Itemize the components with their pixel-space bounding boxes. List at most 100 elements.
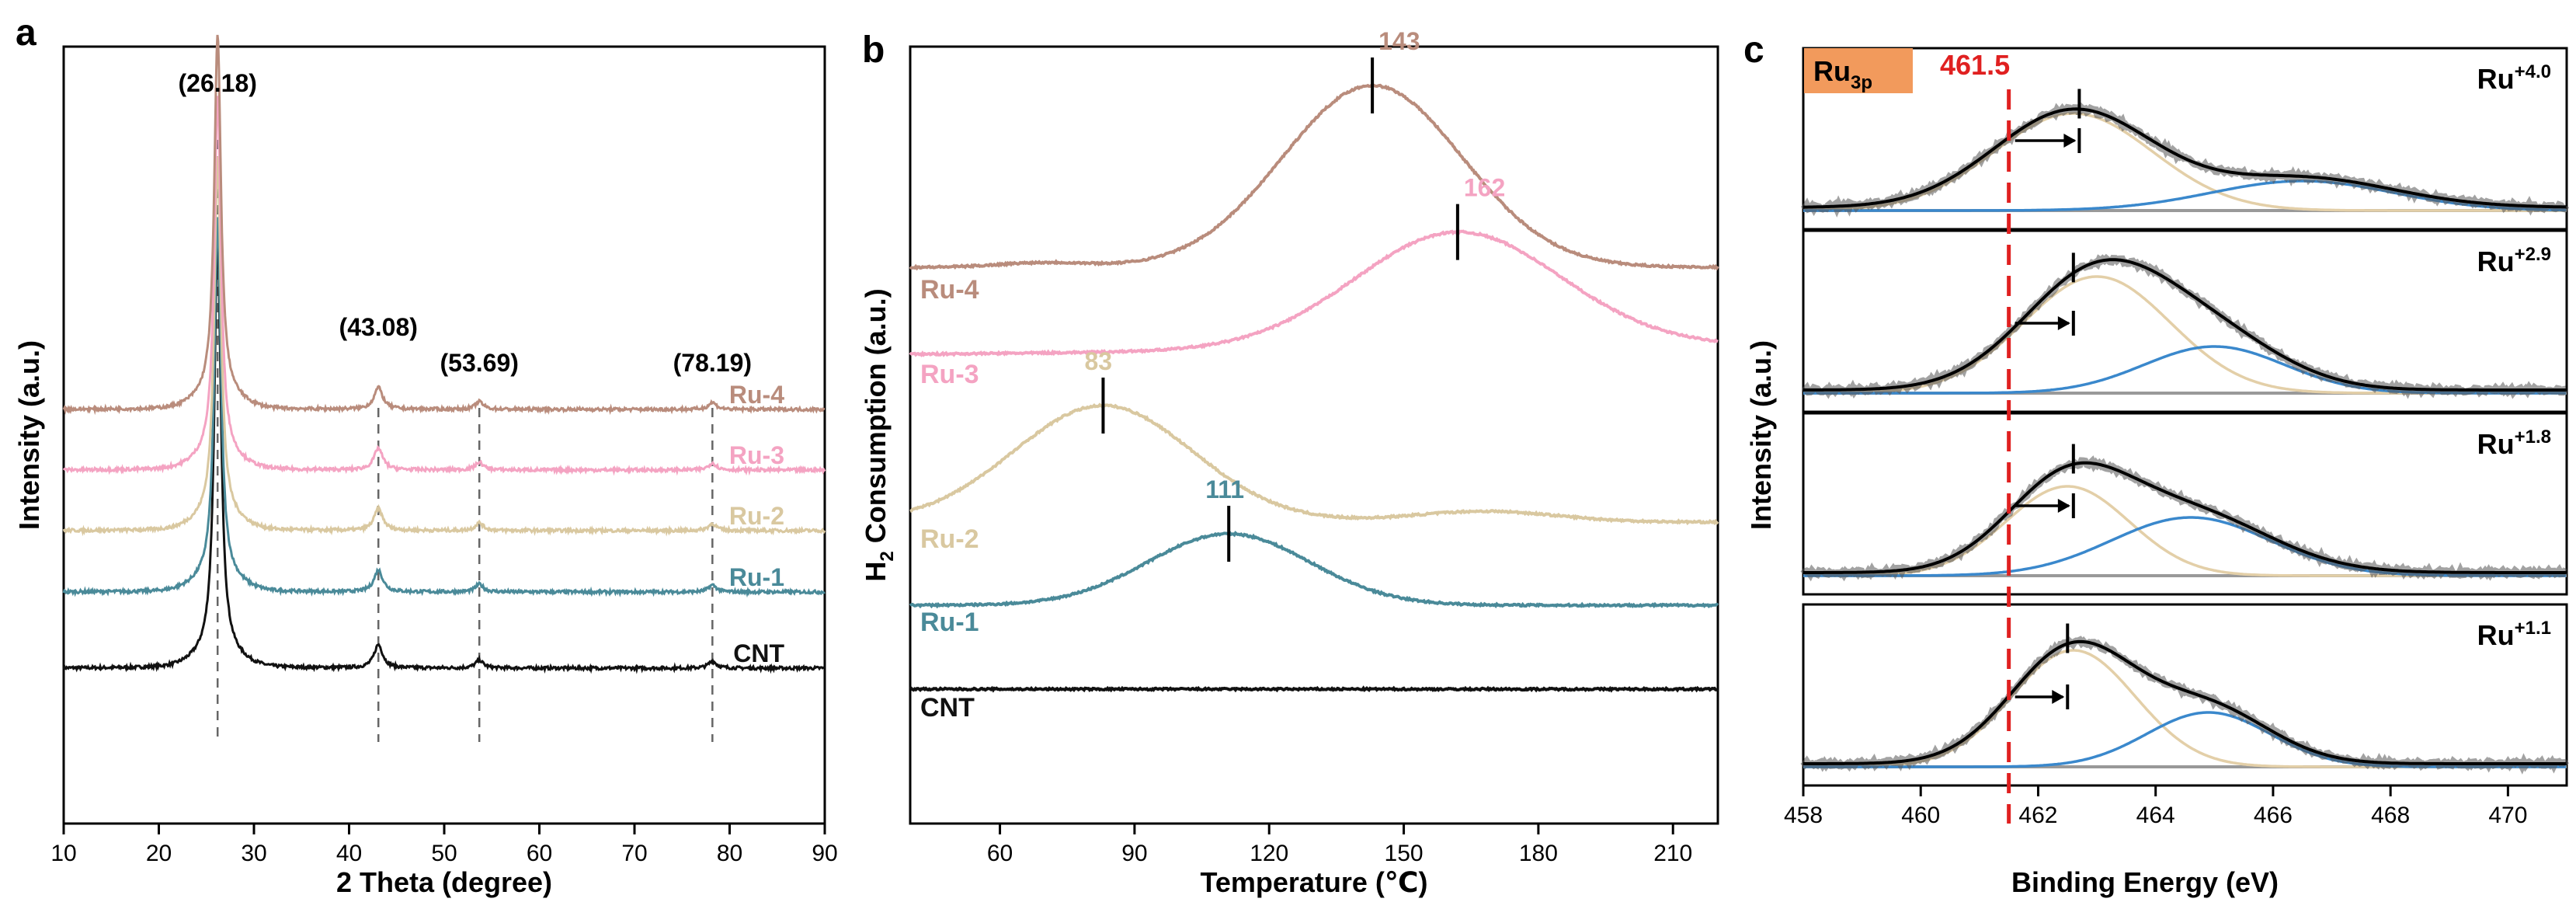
panel-a-frame	[62, 45, 826, 825]
reference-line-label: 461.5	[1940, 49, 2010, 81]
series-label-ru-3: Ru-3	[920, 360, 979, 389]
peak-label: (53.69)	[440, 349, 519, 377]
xps-raw-data	[1800, 636, 2569, 775]
panel-a-x-ticks: 10 20 30 40 50 60 70 80 90	[50, 824, 838, 866]
shift-arrow-head	[2052, 690, 2065, 704]
series-label-cnt: CNT	[733, 639, 784, 667]
panel-b-frame	[909, 45, 1719, 825]
panel-c-xps: Ru+4.0Ru+2.9Ru+1.8Ru+1.1 458 460 462 464 466…	[1745, 47, 2570, 898]
xps-subpanel-frame	[1802, 412, 2568, 596]
xps-fit-envelope	[1803, 461, 2567, 574]
xps-component-low	[1803, 649, 2567, 768]
series-label-ru-4: Ru-4	[729, 381, 784, 409]
peak-value-label: 111	[1205, 475, 1244, 503]
xps-subpanel: Ru+2.9	[1801, 229, 2568, 413]
xrd-curve-ru-2	[62, 156, 826, 537]
series-label-cnt: CNT	[920, 693, 975, 723]
oxidation-state-sup: +2.9	[2515, 244, 2551, 265]
oxidation-state-main: Ru	[2477, 619, 2515, 651]
panel-b-peak-markers: 111 83 162 143	[1084, 27, 1505, 562]
panel-b-ylabel-main: H	[860, 562, 892, 582]
xps-fit-envelope	[1803, 639, 2567, 765]
xrd-curve-ru-4	[62, 34, 826, 416]
x-tick-label: 462	[2018, 803, 2057, 828]
panel-c-ylabel: Intensity (a.u.)	[1745, 340, 1777, 530]
oxidation-state-sup: +1.8	[2515, 427, 2551, 448]
panel-letter-a: a	[16, 12, 37, 54]
x-tick-label: 464	[2136, 803, 2175, 828]
series-label-ru-4: Ru-4	[920, 275, 979, 305]
peak-label: (26.18)	[179, 69, 257, 97]
panel-b-series-labels: CNT Ru-1 Ru-2 Ru-3 Ru-4	[920, 275, 979, 723]
x-tick-label: 180	[1519, 841, 1558, 866]
panel-b-x-ticks: 60 90 120 150 180 210	[987, 824, 1692, 866]
x-tick-label: 460	[1901, 803, 1940, 828]
x-tick-label: 60	[987, 841, 1013, 866]
oxidation-state-label: Ru+1.1	[2477, 618, 2551, 651]
tpr-curve-ru-3	[909, 229, 1719, 357]
shift-arrow-head	[2057, 499, 2070, 513]
peak-label: (43.08)	[339, 313, 418, 341]
ru3p-badge-sub: 3p	[1851, 72, 1872, 93]
x-tick-label: 30	[241, 841, 266, 866]
oxidation-state-main: Ru	[2477, 246, 2515, 277]
panel-a-series	[62, 34, 826, 674]
panel-letter-c: c	[1743, 30, 1764, 71]
x-tick-label: 10	[50, 841, 76, 866]
oxidation-state-label: Ru+2.9	[2477, 244, 2551, 277]
xps-subpanel-frame	[1802, 229, 2568, 413]
xrd-curve-ru-1	[62, 217, 826, 598]
panel-c-x-ticks: 458 460 462 464 466 468 470	[1784, 785, 2527, 828]
panel-a-ylabel: Intensity (a.u.)	[13, 340, 45, 530]
oxidation-state-sup: +1.1	[2515, 618, 2551, 639]
oxidation-state-sup: +4.0	[2515, 61, 2551, 82]
peak-value-label: 143	[1378, 27, 1420, 55]
series-label-ru-3: Ru-3	[729, 441, 784, 469]
x-tick-label: 90	[1121, 841, 1147, 866]
x-tick-label: 90	[812, 841, 837, 866]
xps-subpanel: Ru+1.8	[1800, 412, 2568, 596]
panel-a-peak-labels: (26.18) (43.08) (53.69) (78.19)	[179, 69, 753, 377]
peak-value-label: 162	[1464, 174, 1505, 202]
xps-fit-envelope	[1803, 258, 2567, 392]
oxidation-state-label: Ru+1.8	[2477, 427, 2551, 460]
x-tick-label: 458	[1784, 803, 1823, 828]
xps-fit-envelope	[1803, 107, 2567, 209]
tpr-curve-ru-2	[909, 402, 1719, 526]
tpr-curve-cnt	[909, 685, 1719, 693]
x-tick-label: 210	[1653, 841, 1692, 866]
tpr-curve-ru-1	[909, 531, 1719, 609]
tpr-curve-ru-4	[909, 83, 1719, 271]
x-tick-label: 470	[2488, 803, 2527, 828]
shift-arrow-head	[2063, 134, 2077, 148]
x-tick-label: 20	[146, 841, 172, 866]
peak-label: (78.19)	[673, 349, 752, 377]
oxidation-state-label: Ru+4.0	[2477, 61, 2551, 95]
xps-subpanel: Ru +4.0	[1800, 47, 2570, 231]
x-tick-label: 70	[621, 841, 647, 866]
xps-subpanel: Ru+1.1	[1800, 603, 2569, 787]
x-tick-label: 120	[1250, 841, 1288, 866]
panel-a-series-labels: CNT Ru-1 Ru-2 Ru-3 Ru-4	[729, 381, 785, 667]
xps-subpanel-frame	[1802, 47, 2568, 231]
panel-c-subpanels: Ru+4.0Ru+2.9Ru+1.8Ru+1.1	[1800, 47, 2570, 787]
x-tick-label: 468	[2371, 803, 2410, 828]
xps-raw-data	[1801, 253, 2567, 399]
shift-arrow-head	[2057, 316, 2070, 330]
x-tick-label: 466	[2254, 803, 2293, 828]
panel-b-ylabel-rest: Consumption (a.u.)	[860, 288, 892, 551]
series-label-ru-2: Ru-2	[920, 524, 979, 554]
panel-b-ylabel: H2 Consumption (a.u.)	[860, 288, 898, 581]
x-tick-label: 50	[431, 841, 457, 866]
panel-b-ylabel-sub: 2	[877, 551, 898, 561]
panel-letter-b: b	[862, 30, 885, 71]
panel-b-series	[909, 83, 1719, 693]
x-tick-label: 80	[717, 841, 742, 866]
x-tick-label: 150	[1385, 841, 1424, 866]
x-tick-label: 40	[336, 841, 362, 866]
series-label-ru-1: Ru-1	[920, 608, 979, 637]
ru3p-badge-main: Ru	[1813, 55, 1851, 87]
ru3p-badge: Ru3p	[1804, 48, 1913, 93]
peak-value-label: 83	[1084, 347, 1112, 375]
panel-b-h2-tpr: 111 83 162 143 CNT Ru-1 Ru-2 Ru-3 Ru-4 60 90 120 1…	[860, 27, 1719, 898]
